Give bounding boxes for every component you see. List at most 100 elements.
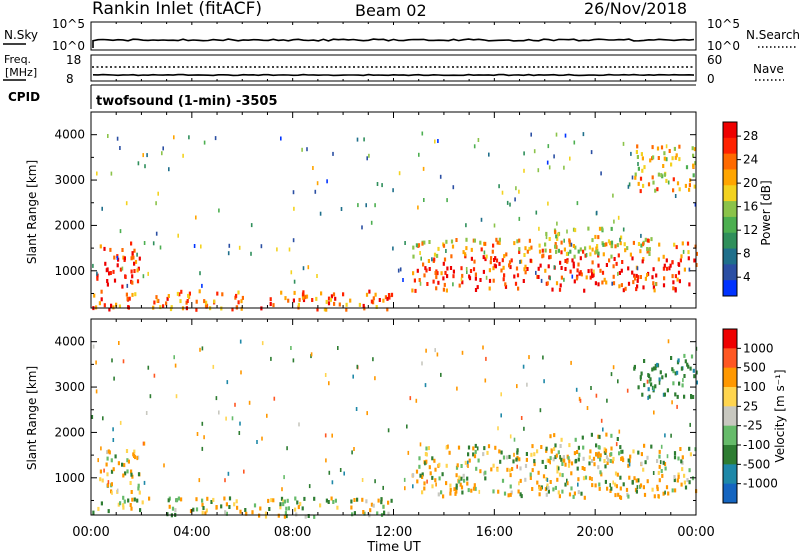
echo-cell (118, 341, 120, 345)
echo-cell (660, 145, 664, 150)
echo-cell (225, 416, 227, 421)
echo-cell (666, 157, 668, 162)
echo-cell (231, 416, 234, 421)
echo-cell (356, 364, 359, 369)
echo-cell (253, 503, 257, 508)
echo-cell (599, 453, 602, 458)
echo-cell (189, 509, 193, 514)
echo-cell (640, 452, 643, 457)
echo-cell (180, 497, 183, 502)
echo-cell (361, 478, 364, 482)
echo-cell (577, 262, 580, 267)
echo-cell (612, 281, 616, 286)
echo-cell (445, 481, 448, 486)
echo-cell (110, 482, 113, 487)
echo-cell (546, 485, 549, 490)
echo-cell (110, 171, 113, 176)
echo-cell (476, 285, 479, 290)
echo-cell (615, 484, 618, 489)
echo-cell (513, 437, 516, 442)
echo-cell (563, 458, 566, 463)
echo-cell (509, 492, 512, 497)
echo-cell (675, 153, 678, 158)
echo-cell (602, 252, 605, 257)
echo-cell (564, 482, 567, 487)
echo-cell (162, 146, 164, 151)
echo-cell (536, 480, 539, 485)
echo-cell (136, 252, 138, 257)
echo-cell (137, 472, 141, 477)
echo-cell (673, 242, 676, 247)
colorbar-segment (723, 137, 737, 155)
echo-cell (358, 302, 361, 307)
echo-cell (130, 472, 133, 477)
echo-cell (549, 480, 552, 484)
echo-cell (466, 476, 469, 481)
echo-cell (531, 468, 534, 473)
echo-cell (311, 298, 314, 302)
echo-cell (514, 197, 516, 202)
power-colorbar-title: Power [dB] (759, 180, 773, 245)
echo-cell (407, 450, 410, 455)
echo-cell (671, 156, 674, 161)
echo-cell (198, 289, 201, 294)
echo-cell (240, 306, 243, 311)
echo-cell (283, 499, 286, 504)
echo-cell (590, 386, 592, 390)
colorbar-segment (723, 264, 737, 281)
echo-cell (366, 411, 368, 416)
echo-cell (637, 162, 639, 166)
echo-cell (447, 444, 449, 449)
echo-cell (144, 164, 146, 169)
colorbar-segment (723, 464, 737, 485)
echo-cell (676, 277, 679, 282)
echo-cell (666, 454, 669, 459)
echo-cell (357, 203, 359, 208)
echo-cell (610, 446, 613, 451)
echo-cell (492, 463, 495, 468)
echo-cell (554, 230, 557, 235)
echo-cell (412, 245, 415, 250)
echo-cell (143, 241, 146, 245)
echo-cell (559, 283, 562, 288)
echo-cell (636, 155, 639, 159)
echo-cell (426, 282, 429, 286)
echo-cell (485, 254, 488, 259)
echo-cell (656, 459, 659, 463)
echo-cell (101, 206, 103, 211)
echo-cell (643, 359, 646, 363)
echo-cell (662, 254, 665, 259)
echo-cell (461, 273, 464, 278)
echo-cell (337, 346, 339, 350)
echo-cell (634, 276, 637, 281)
y-tick-label: 1000 (54, 471, 85, 485)
echo-cell (236, 505, 239, 510)
echo-cell (683, 353, 686, 358)
echo-cell (472, 267, 476, 272)
echo-cell (113, 278, 117, 283)
echo-cell (212, 364, 215, 369)
echo-cell (244, 508, 247, 512)
y-tick-label: 3000 (54, 380, 85, 394)
echo-cell (452, 185, 455, 190)
echo-cell (477, 138, 480, 142)
echo-cell (524, 264, 527, 269)
echo-cell (512, 459, 515, 464)
echo-cell (538, 492, 541, 497)
echo-cell (425, 452, 428, 457)
nsky-left-tick-top: 10^5 (52, 17, 85, 31)
echo-cell (466, 270, 468, 274)
echo-cell (353, 511, 356, 516)
echo-cell (467, 445, 471, 450)
echo-cell (627, 463, 630, 468)
echo-cell (108, 271, 111, 276)
echo-cell (501, 190, 504, 195)
echo-cell (541, 459, 544, 464)
echo-cell (421, 241, 424, 246)
echo-cell (515, 457, 518, 462)
echo-cell (658, 242, 661, 247)
echo-cell (616, 437, 619, 441)
echo-cell (174, 363, 177, 368)
echo-cell (628, 182, 631, 187)
echo-cell (684, 359, 687, 364)
